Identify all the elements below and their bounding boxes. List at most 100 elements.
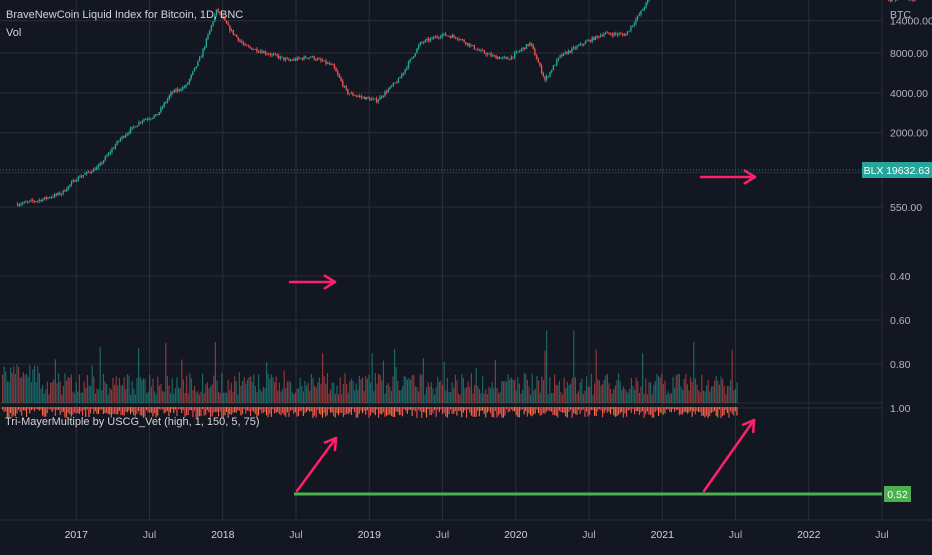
volume-bar: [407, 380, 408, 403]
volume-bar: [60, 382, 61, 403]
price-candle: [421, 42, 422, 43]
volume-bar: [453, 388, 454, 403]
price-candle: [330, 64, 331, 65]
volume-bar: [608, 383, 609, 403]
indicator-bar: [40, 407, 41, 410]
volume-bar: [492, 382, 493, 403]
volume-bar: [362, 378, 363, 403]
price-candle: [91, 172, 92, 173]
volume-bar: [629, 389, 630, 403]
indicator-bar: [338, 407, 339, 415]
price-candle: [541, 66, 542, 73]
indicator-bar: [146, 407, 147, 410]
price-candle: [553, 66, 554, 71]
indicator-bar: [480, 407, 481, 411]
indicator-bar: [31, 407, 32, 410]
volume-bar: [301, 386, 302, 403]
volume-bar: [234, 376, 235, 403]
volume-bar: [420, 374, 421, 403]
indicator-bar: [724, 407, 725, 415]
volume-bar: [304, 381, 305, 403]
volume-bar: [512, 379, 513, 403]
indicator-bar: [460, 407, 461, 411]
indicator-bar: [424, 407, 425, 413]
price-candle: [61, 194, 62, 195]
volume-bar: [653, 385, 654, 403]
price-candle: [334, 64, 335, 68]
volume-bar: [696, 385, 697, 403]
volume-bar: [716, 376, 717, 403]
volume-bar: [392, 376, 393, 403]
volume-bar: [178, 388, 179, 403]
indicator-bar: [511, 407, 512, 409]
indicator-bar: [322, 407, 323, 418]
price-candle: [24, 202, 25, 203]
volume-bar: [660, 378, 661, 403]
price-candle: [197, 61, 198, 66]
indicator-bar: [498, 407, 499, 415]
volume-bar: [408, 378, 409, 403]
price-candle: [639, 14, 640, 15]
price-candle: [522, 48, 523, 50]
volume-bar: [114, 385, 115, 403]
price-candle: [76, 180, 77, 181]
indicator-bar: [466, 407, 467, 418]
volume-bar: [597, 379, 598, 403]
price-candle: [212, 22, 213, 26]
indicator-bar: [684, 407, 685, 412]
volume-bar: [236, 381, 237, 403]
indicator-bar: [655, 407, 656, 412]
price-candle: [494, 55, 495, 56]
volume-bar: [308, 383, 309, 403]
volume-bar: [448, 392, 449, 403]
volume-bar: [548, 394, 549, 403]
price-candle: [564, 52, 565, 53]
indicator-bar: [319, 407, 320, 414]
indicator-bar: [666, 407, 667, 409]
indicator-bar: [205, 407, 206, 415]
price-candle: [180, 90, 181, 91]
volume-bar: [381, 380, 382, 403]
volume-bar: [48, 394, 49, 403]
indicator-bar: [599, 407, 600, 409]
volume-bar: [8, 382, 9, 403]
volume-bar: [730, 380, 731, 403]
indicator-bar: [284, 407, 285, 415]
price-candle: [42, 199, 43, 201]
volume-bar: [352, 381, 353, 403]
indicator-bar: [300, 407, 301, 411]
price-candle: [583, 44, 584, 45]
indicator-bar: [124, 407, 125, 416]
indicator-bar: [181, 407, 182, 413]
price-tick-label: 4000.00: [890, 88, 928, 100]
indicator-bar: [676, 407, 677, 410]
indicator-bar: [346, 407, 347, 414]
price-candle: [568, 51, 569, 54]
indicator-bar: [312, 407, 313, 418]
price-candle: [527, 44, 528, 45]
volume-bar: [74, 393, 75, 403]
volume-bar: [380, 375, 381, 403]
indicator-bar: [367, 407, 368, 410]
volume-bar: [168, 385, 169, 403]
volume-bar: [191, 378, 192, 403]
symbol-tag-label: BLX: [864, 165, 884, 177]
price-candle: [308, 57, 309, 58]
indicator-bar: [304, 407, 305, 413]
volume-bar: [72, 392, 73, 403]
volume-bar: [708, 380, 709, 403]
volume-bar: [87, 375, 88, 403]
volume-bar: [311, 374, 312, 403]
indicator-bar: [207, 407, 208, 410]
indicator-bar: [535, 407, 536, 414]
volume-bar: [712, 386, 713, 403]
indicator-bar: [528, 407, 529, 413]
volume-bar: [599, 381, 600, 403]
price-candle: [436, 37, 437, 38]
indicator-bar: [727, 407, 728, 413]
price-candle: [526, 44, 527, 49]
volume-bar: [583, 394, 584, 403]
price-candle: [209, 30, 210, 34]
price-candle: [20, 204, 21, 205]
volume-bar: [357, 390, 358, 403]
